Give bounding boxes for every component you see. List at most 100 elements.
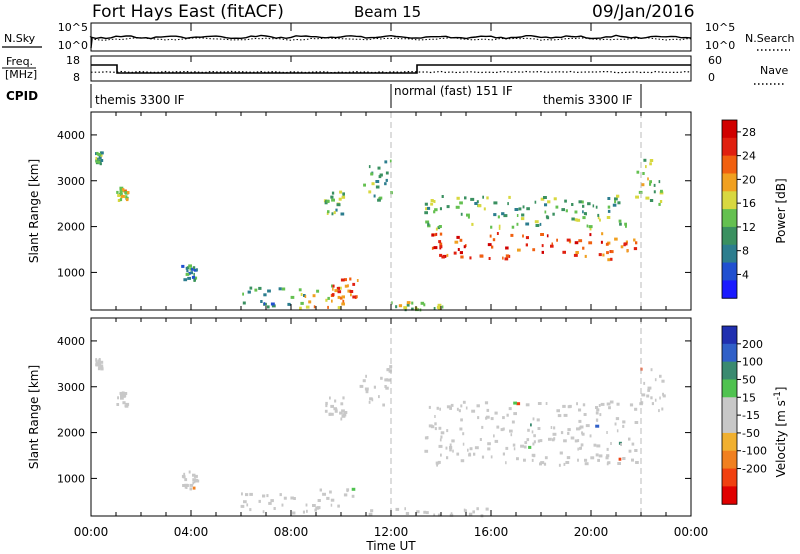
velocity-cell-r8 [490,417,494,421]
power-cell-r10 [491,245,494,249]
velocity-cell-r8 [446,456,449,460]
velocity-cell-r7 [450,512,453,516]
velocity-colorbar-tick-label: -200 [742,463,767,476]
freq-bottom-tick: 8 [73,71,80,84]
velocity-cell-r8 [596,444,601,448]
power-cell-r3 [247,290,251,294]
velocity-cell-r9 [661,379,665,383]
power-cell-r9 [607,205,611,209]
velocity-cell-r1 [125,402,130,406]
velocity-data-cells [95,358,666,518]
power-cell-r2 [193,278,196,282]
velocity-ytick-label: 4000 [57,335,85,348]
power-cell-r10 [525,236,529,240]
power-cell-r8 [391,301,393,305]
velocity-cell-r8 [487,447,491,451]
power-cell-r10 [459,238,463,242]
power-cell-r4 [325,298,328,302]
velocity-cell-r5 [340,417,343,421]
power-ylabel: Slant Range [km] [27,159,41,263]
velocity-cell-r7 [476,507,479,511]
power-cell-r6 [331,212,334,216]
power-cell-r7 [377,198,381,202]
power-ytick-label: 1000 [57,266,85,279]
velocity-cell-r7 [405,512,410,515]
power-cell-r10 [589,233,592,237]
power-cell-r10 [601,232,604,236]
velocity-cell-r8 [565,461,570,464]
power-cell-r5 [347,284,349,288]
velocity-cell-r7 [437,513,441,517]
power-cell-r0 [100,151,104,155]
velocity-cell-r8 [468,453,472,457]
velocity-cell-r8 [481,425,484,429]
power-cell-r7 [379,173,383,177]
velocity-cell-r8 [528,445,532,449]
velocity-cell-r8 [520,444,524,448]
power-cell-r8 [438,306,442,310]
velocity-cell-r8 [510,433,513,437]
power-cell-r0 [99,162,102,166]
velocity-colorbar-segment [722,379,737,398]
time-tick-label: 00:00 [674,525,709,539]
velocity-cell-r3 [292,511,296,515]
power-cell-r10 [541,244,544,248]
velocity-cell-r8 [440,435,443,439]
velocity-cell-r7 [425,511,429,515]
velocity-cell-r8 [526,438,530,442]
velocity-cell-r8 [451,439,455,443]
velocity-cell-r8 [533,434,536,438]
velocity-cell-r2 [182,484,186,487]
power-cell-r1 [117,194,121,197]
velocity-cell-r2 [192,478,197,482]
velocity-cell-r8 [553,437,556,441]
power-cell-r11 [645,165,647,169]
power-cell-r10 [610,257,613,261]
power-cell-r10 [454,240,459,244]
power-cell-r9 [427,206,431,210]
power-colorbar-tick-label: 4 [742,268,749,281]
velocity-cell-r8 [496,425,500,429]
velocity-cell-r8 [595,406,599,409]
velocity-cell-r8 [449,448,452,452]
power-cell-r10 [439,232,443,236]
power-cell-r7 [385,178,388,182]
velocity-cell-r6 [384,385,387,388]
velocity-cell-r8 [509,429,513,433]
power-cell-r11 [647,177,649,181]
power-cell-r9 [430,199,434,202]
power-cell-r9 [425,207,428,211]
velocity-cell-r8 [608,406,611,410]
power-cell-r0 [97,157,99,161]
power-cell-r0 [95,160,100,164]
power-cell-r7 [371,182,375,186]
power-cell-r11 [649,159,654,162]
velocity-cell-r8 [544,456,548,460]
power-cell-r11 [645,196,650,200]
power-cell-r11 [653,183,656,187]
velocity-cell-r8 [635,461,639,464]
velocity-cell-r8 [437,460,441,464]
power-cell-r9 [607,197,611,200]
power-cell-r9 [571,203,574,206]
velocity-cell-r8 [523,458,526,462]
power-cell-r10 [532,248,536,252]
power-cell-r5 [331,293,335,297]
velocity-cell-r3 [279,493,282,497]
power-cell-r4 [327,296,330,300]
power-cell-r2 [188,271,191,275]
power-cell-r9 [435,227,438,231]
velocity-cell-r3 [281,503,284,507]
power-cell-r9 [614,197,618,201]
power-colorbar-tick-label: 8 [742,245,749,258]
velocity-cell-r8 [634,449,638,452]
velocity-cell-r8 [532,442,535,446]
power-cell-r2 [185,266,188,270]
nsky-panel: N.Sky 10^5 10^0 10^5 10^0 N.Search [2,21,795,52]
velocity-cell-r8 [606,431,608,434]
velocity-cell-r0 [96,361,100,365]
time-tick-label: 16:00 [474,525,509,539]
power-colorbar-segment [722,155,737,174]
velocity-cell-r5 [333,407,337,411]
power-cell-r10 [607,241,611,245]
